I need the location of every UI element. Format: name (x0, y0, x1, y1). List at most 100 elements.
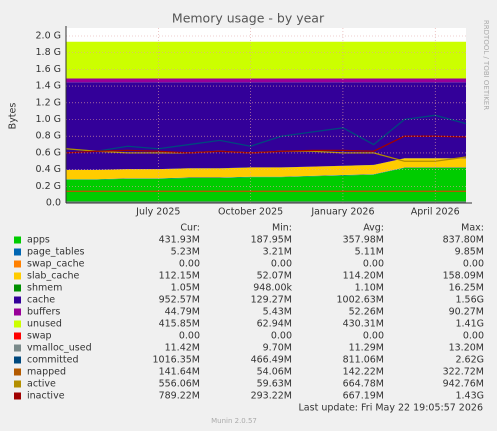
legend-stat: 1.56G (455, 295, 484, 306)
legend-stat: 0.00 (179, 331, 200, 342)
legend-stat: 952.57M (159, 295, 200, 306)
legend-stat: 942.76M (443, 379, 484, 390)
line (65, 114, 467, 152)
legend-stat: 54.06M (257, 367, 292, 378)
legend-stat: 13.20M (449, 343, 484, 354)
y-tick-label: 0.8 G (36, 131, 62, 142)
stats-header: Max: (461, 223, 484, 234)
legend-swatch (14, 332, 21, 340)
stats-header: Avg: (363, 223, 384, 234)
legend-stat: 948.00k (253, 283, 292, 294)
legend-label: unused (27, 319, 62, 330)
line (65, 135, 467, 154)
legend-stat: 141.64M (159, 367, 200, 378)
area (66, 167, 466, 203)
y-tick-label: 0.0 (46, 198, 61, 209)
legend-label: page_tables (27, 247, 85, 258)
y-tick-label: 2.0 G (36, 31, 62, 42)
legend-stat: 837.80M (443, 235, 484, 246)
legend-stat: 357.98M (343, 235, 384, 246)
stats-header: Min: (272, 223, 292, 234)
legend-label: slab_cache (27, 271, 79, 282)
y-tick-label: 1.4 G (36, 81, 62, 92)
y-tick-label: 1.2 G (36, 97, 62, 108)
legend-stat: 322.72M (443, 367, 484, 378)
legend-label: swap_cache (27, 259, 85, 270)
x-tick-label: January 2026 (310, 207, 374, 218)
y-tick-label: 0.2 G (36, 181, 62, 192)
legend-stat: 1.10M (355, 283, 384, 294)
legend-stat: 52.26M (349, 307, 384, 318)
legend-stat: 16.25M (449, 283, 484, 294)
legend-stat: 1016.35M (153, 355, 200, 366)
legend-stat: 431.93M (159, 235, 200, 246)
legend-swatch (14, 368, 21, 376)
legend-stat: 293.22M (251, 391, 292, 402)
legend-swatch (14, 296, 21, 304)
legend-stat: 0.00 (363, 331, 384, 342)
area (66, 82, 466, 170)
chart-title: Memory usage - by year (172, 11, 325, 26)
legend-swatch (14, 356, 21, 364)
legend-label: committed (27, 355, 79, 366)
legend-stat: 0.00 (271, 259, 292, 270)
legend-stat: 415.85M (159, 319, 200, 330)
legend-stat: 90.27M (449, 307, 484, 318)
area (66, 158, 466, 180)
x-tick-label: July 2025 (135, 207, 180, 218)
legend-label: inactive (27, 391, 65, 402)
legend-label: buffers (27, 307, 60, 318)
legend-stat: 664.78M (343, 379, 384, 390)
legend-stat: 114.20M (343, 271, 384, 282)
y-tick-label: 1.6 G (36, 64, 62, 75)
legend-swatch (14, 248, 21, 256)
legend-stat: 158.09M (443, 271, 484, 282)
area (66, 41, 466, 79)
legend-label: swap (27, 331, 52, 342)
legend-stat: 1.43G (455, 391, 484, 402)
y-axis-label: Bytes (8, 103, 19, 130)
legend-label: cache (27, 295, 55, 306)
legend-swatch (14, 344, 21, 352)
x-tick-label: October 2025 (218, 207, 283, 218)
legend-swatch (14, 236, 21, 244)
legend-label: vmalloc_used (27, 343, 92, 354)
y-tick-label: 0.6 G (36, 147, 62, 158)
legend-stat: 0.00 (179, 259, 200, 270)
y-tick-label: 1.0 G (36, 114, 62, 125)
legend-stat: 1.41G (455, 319, 484, 330)
legend-swatch (14, 308, 21, 316)
legend-label: active (27, 379, 56, 390)
legend-swatch (14, 320, 21, 328)
y-tick-label: 1.8 G (36, 47, 62, 58)
legend-stat: 789.22M (159, 391, 200, 402)
legend-stat: 9.70M (263, 343, 292, 354)
legend-stat: 5.11M (355, 247, 384, 258)
legend-swatch (14, 272, 21, 280)
legend-label: apps (27, 235, 50, 246)
legend-label: mapped (27, 367, 66, 378)
legend-stat: 62.94M (257, 319, 292, 330)
legend-stat: 11.29M (349, 343, 384, 354)
legend-swatch (14, 284, 21, 292)
legend-swatch (14, 260, 21, 268)
legend-label: shmem (27, 283, 62, 294)
legend-stat: 1.05M (171, 283, 200, 294)
legend-stat: 811.06M (343, 355, 384, 366)
legend-stat: 44.79M (165, 307, 200, 318)
legend-stat: 0.00 (463, 331, 484, 342)
legend-stat: 667.19M (343, 391, 384, 402)
x-tick-label: April 2026 (411, 207, 460, 218)
legend-stat: 556.06M (159, 379, 200, 390)
legend-stat: 52.07M (257, 271, 292, 282)
legend-stat: 466.49M (251, 355, 292, 366)
area (66, 78, 466, 83)
legend-swatch (14, 392, 21, 400)
legend-stat: 1002.63M (337, 295, 384, 306)
legend-stat: 187.95M (251, 235, 292, 246)
legend-stat: 0.00 (363, 259, 384, 270)
stats-header: Cur: (180, 223, 200, 234)
side-text: RRDTOOL / TOBI OETIKER (482, 20, 490, 110)
legend-stat: 5.23M (171, 247, 200, 258)
legend-swatch (14, 380, 21, 388)
